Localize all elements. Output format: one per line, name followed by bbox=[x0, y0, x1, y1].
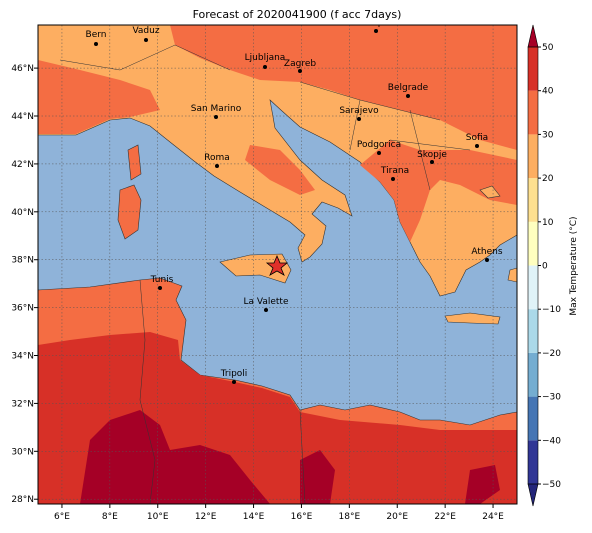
city-dot bbox=[263, 65, 267, 69]
colorbar-segment bbox=[528, 47, 538, 91]
city-dot bbox=[94, 42, 98, 46]
city-label: Zagreb bbox=[284, 59, 316, 69]
x-tick-label: 12°E bbox=[195, 512, 217, 522]
city-dot bbox=[430, 160, 434, 164]
city-dot bbox=[357, 117, 361, 121]
city-dot bbox=[406, 94, 410, 98]
y-tick-label: 36°N bbox=[11, 304, 34, 314]
colorbar-segment bbox=[528, 265, 538, 310]
y-tick-label: 32°N bbox=[11, 399, 34, 409]
city-dot bbox=[144, 38, 148, 42]
city-dot bbox=[377, 151, 381, 155]
city-dot bbox=[475, 144, 479, 148]
city-label: Tunis bbox=[150, 275, 174, 285]
y-tick-label: 46°N bbox=[11, 64, 34, 74]
colorbar-tick-label: −10 bbox=[542, 305, 561, 315]
city-label: Belgrade bbox=[388, 83, 429, 93]
city-dot bbox=[158, 286, 162, 290]
city-label: Athens bbox=[471, 247, 502, 257]
colorbar-tick-label: −20 bbox=[542, 349, 561, 359]
colorbar: −50 −40 −30 −20 −10 0 10 20 30 40 50 bbox=[527, 24, 561, 507]
grid bbox=[38, 25, 517, 504]
colorbar-segment bbox=[528, 134, 538, 179]
island bbox=[117, 144, 142, 240]
colorbar-segment bbox=[528, 396, 538, 441]
island bbox=[219, 253, 292, 284]
city-label: La Valette bbox=[244, 297, 289, 307]
colorbar-tick-label: 0 bbox=[542, 262, 548, 272]
y-tick-label: 28°N bbox=[11, 495, 34, 505]
city-label: Tripoli bbox=[220, 369, 248, 379]
x-tick-label: 10°E bbox=[147, 512, 169, 522]
city-dot bbox=[374, 29, 378, 33]
colorbar-tick-label: 10 bbox=[542, 218, 554, 228]
colorbar-segment bbox=[528, 90, 538, 135]
y-tick-label: 34°N bbox=[11, 352, 34, 362]
colorbar-segment bbox=[528, 352, 538, 397]
colorbar-extend-low bbox=[527, 483, 539, 507]
y-tick-label: 30°N bbox=[11, 447, 34, 457]
colorbar-tick-label: −50 bbox=[542, 480, 561, 490]
land-warm bbox=[38, 25, 517, 242]
x-tick-label: 18°E bbox=[339, 512, 361, 522]
city-dot bbox=[264, 308, 268, 312]
plot-frame bbox=[37, 24, 518, 505]
city-dot bbox=[485, 258, 489, 262]
land-hottest bbox=[80, 410, 500, 504]
city-label: Roma bbox=[204, 153, 230, 163]
star-marker bbox=[265, 254, 289, 276]
colorbar-segment bbox=[528, 178, 538, 222]
city-label: Ljubljana bbox=[245, 53, 286, 63]
city-label: Podgorica bbox=[357, 140, 401, 150]
y-tick-label: 42°N bbox=[11, 160, 34, 170]
city-dot bbox=[215, 164, 219, 168]
colorbar-tick-label: −40 bbox=[542, 436, 561, 446]
cities: Bern Vaduz Budapest Ljubljana Zagreb Bel… bbox=[86, 18, 503, 384]
city-label: San Marino bbox=[191, 104, 242, 114]
x-tick-label: 16°E bbox=[291, 512, 313, 522]
colorbar-extend-high bbox=[527, 24, 539, 48]
colorbar-tick-label: 40 bbox=[542, 87, 554, 97]
colorbar-segment bbox=[528, 221, 538, 266]
city-label: Budapest bbox=[355, 18, 398, 28]
map-area: Bern Vaduz Budapest Ljubljana Zagreb Bel… bbox=[38, 18, 517, 504]
city-label: Skopje bbox=[417, 150, 447, 160]
title: Forecast of 2020041900 (f acc 7days) bbox=[193, 8, 402, 21]
city-label: Sarajevo bbox=[339, 106, 379, 116]
border bbox=[59, 44, 471, 504]
colorbar-tick-label: −30 bbox=[542, 393, 561, 403]
axes: 6°E 8°E 10°E 12°E 14°E 16°E 18°E 20°E 22°E 24°E 28… bbox=[11, 64, 504, 522]
x-tick-label: 22°E bbox=[434, 512, 456, 522]
colorbar-tick-label: 20 bbox=[542, 174, 554, 184]
colorbar-label: Max Temperature (°C) bbox=[569, 216, 579, 315]
colorbar-segment bbox=[528, 440, 538, 484]
city-label: Tirana bbox=[380, 166, 409, 176]
city-dot bbox=[298, 69, 302, 73]
y-tick-label: 38°N bbox=[11, 256, 34, 266]
colorbar-tick-label: 50 bbox=[542, 43, 554, 53]
y-tick-label: 40°N bbox=[11, 208, 34, 218]
x-tick-label: 6°E bbox=[54, 512, 70, 522]
x-tick-label: 14°E bbox=[243, 512, 265, 522]
x-tick-label: 8°E bbox=[102, 512, 118, 522]
y-tick-label: 44°N bbox=[11, 112, 34, 122]
city-label: Vaduz bbox=[132, 26, 159, 36]
x-tick-label: 24°E bbox=[482, 512, 504, 522]
city-dot bbox=[214, 115, 218, 119]
city-label: Sofia bbox=[466, 133, 488, 143]
x-tick-label: 20°E bbox=[386, 512, 408, 522]
island bbox=[444, 185, 517, 325]
city-dot bbox=[232, 380, 236, 384]
city-label: Bern bbox=[86, 30, 107, 40]
colorbar-segment bbox=[528, 309, 538, 353]
colorbar-tick-label: 30 bbox=[542, 130, 554, 140]
city-dot bbox=[391, 177, 395, 181]
